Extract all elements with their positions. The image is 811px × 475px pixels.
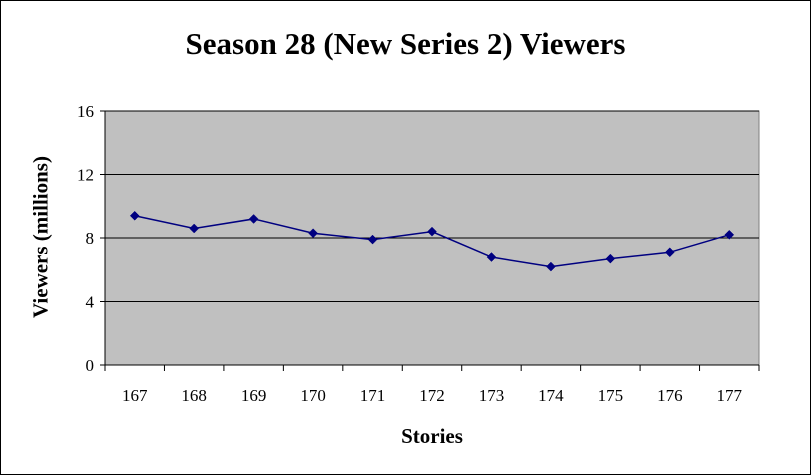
y-tick-labels: 0 4 8 12 16 — [77, 102, 95, 375]
x-tick-label: 171 — [360, 386, 386, 405]
x-tick-label: 174 — [538, 386, 564, 405]
x-tick-labels: 167 168 169 170 171 172 173 174 175 176 177 — [122, 386, 743, 405]
y-tick-label: 4 — [86, 293, 95, 312]
x-tick-label: 172 — [419, 386, 445, 405]
x-tick-label: 175 — [598, 386, 624, 405]
data-point-marker — [605, 253, 616, 264]
x-tick-label: 169 — [241, 386, 267, 405]
data-point-marker — [367, 234, 378, 245]
chart-title: Season 28 (New Series 2) Viewers — [185, 26, 626, 61]
y-tick-label: 0 — [86, 356, 95, 375]
data-point-marker — [129, 210, 140, 221]
x-axis-label: Stories — [401, 424, 463, 448]
data-point-marker — [486, 252, 497, 262]
x-tick-label: 167 — [122, 386, 148, 405]
series-viewers — [129, 210, 735, 272]
gridlines — [105, 110, 759, 302]
x-tick-label: 173 — [479, 386, 505, 405]
y-tick-label: 8 — [86, 229, 95, 248]
data-point-marker — [189, 223, 200, 234]
x-tick-label: 176 — [657, 386, 683, 405]
data-point-marker — [724, 229, 735, 240]
data-point-marker — [308, 228, 318, 239]
data-point-marker — [427, 226, 437, 237]
axes — [100, 110, 760, 371]
x-tick-label: 170 — [300, 386, 326, 405]
data-point-marker — [546, 261, 556, 272]
y-tick-label: 12 — [77, 166, 94, 185]
data-point-marker — [248, 214, 259, 224]
data-point-marker — [664, 247, 675, 258]
y-tick-label: 16 — [77, 102, 94, 121]
x-tick-label: 177 — [717, 386, 743, 405]
x-tick-label: 168 — [181, 386, 207, 405]
